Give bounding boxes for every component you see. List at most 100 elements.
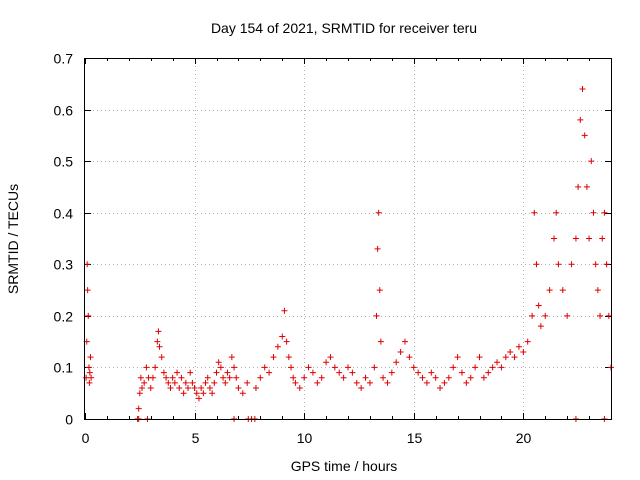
data-point: [564, 312, 571, 319]
data-point: [374, 245, 381, 252]
data-point: [450, 364, 457, 371]
data-point: [546, 287, 553, 294]
data-point: [314, 379, 321, 386]
data-point: [588, 158, 595, 165]
data-point: [467, 374, 474, 381]
data-point: [480, 374, 487, 381]
data-point: [149, 374, 156, 381]
data-point: [285, 354, 292, 361]
data-point: [143, 364, 150, 371]
data-point: [154, 338, 161, 345]
y-tick-label: 0.6: [54, 103, 74, 119]
data-point: [432, 374, 439, 381]
data-point: [362, 374, 369, 381]
data-point: [524, 338, 531, 345]
data-point: [583, 183, 590, 190]
data-point: [406, 354, 413, 361]
data-point: [266, 369, 273, 376]
data-point: [147, 385, 154, 392]
data-point: [592, 261, 599, 268]
y-tick-label: 0.2: [54, 309, 74, 325]
data-point: [305, 364, 312, 371]
data-point: [520, 348, 527, 355]
x-tick-label: 20: [516, 430, 532, 446]
data-point: [577, 116, 584, 123]
data-point: [224, 369, 231, 376]
data-point: [178, 374, 185, 381]
data-point: [375, 209, 382, 216]
data-point: [594, 287, 601, 294]
data-point: [498, 364, 505, 371]
data-point: [511, 354, 518, 361]
y-tick-label: 0.4: [54, 206, 74, 222]
data-point: [231, 364, 238, 371]
data-point: [437, 385, 444, 392]
data-point: [507, 348, 514, 355]
data-point: [597, 312, 604, 319]
data-point: [323, 359, 330, 366]
data-point: [489, 364, 496, 371]
chart-title: Day 154 of 2021, SRMTID for receiver ter…: [211, 20, 477, 36]
data-point: [345, 364, 351, 371]
data-point: [393, 359, 400, 366]
data-point: [353, 379, 360, 386]
data-point: [586, 235, 593, 242]
data-point: [160, 369, 167, 376]
data-point: [572, 235, 579, 242]
data-point: [185, 385, 192, 392]
data-point: [233, 374, 240, 381]
data-point: [239, 390, 246, 397]
data-point: [575, 183, 582, 190]
data-point: [371, 364, 378, 371]
data-point: [252, 385, 259, 392]
data-point: [292, 379, 299, 386]
data-point: [603, 261, 610, 268]
data-point: [515, 343, 522, 350]
data-point: [441, 379, 448, 386]
data-point: [376, 287, 383, 294]
data-point: [331, 364, 338, 371]
data-point: [327, 354, 334, 361]
data-point: [542, 312, 549, 319]
data-point: [555, 261, 562, 268]
x-tick-label: 10: [297, 430, 313, 446]
x-tick-label: 5: [192, 430, 200, 446]
data-points: [83, 85, 614, 422]
data-point: [200, 390, 207, 397]
data-point: [458, 369, 465, 376]
y-tick-label: 0.3: [54, 257, 74, 273]
data-point: [281, 307, 288, 314]
data-point: [86, 379, 93, 386]
data-point: [87, 354, 94, 361]
data-point: [228, 354, 235, 361]
data-point: [174, 369, 181, 376]
data-point: [222, 379, 229, 386]
data-point: [217, 364, 224, 371]
data-point: [537, 323, 544, 330]
data-point: [579, 85, 586, 92]
y-tick-label: 0: [65, 412, 73, 428]
data-point: [206, 385, 213, 392]
data-point: [533, 261, 540, 268]
data-point: [340, 374, 347, 381]
data-point: [494, 359, 501, 366]
data-point: [428, 369, 435, 376]
data-point: [226, 374, 233, 381]
data-point: [135, 405, 142, 412]
data-point: [529, 312, 536, 319]
data-point: [336, 369, 343, 376]
x-tick-label: 0: [82, 430, 90, 446]
data-point: [169, 374, 176, 381]
x-axis-label: GPS time / hours: [291, 458, 398, 474]
data-point: [502, 354, 509, 361]
data-point: [220, 374, 227, 381]
data-point: [531, 209, 538, 216]
data-point: [358, 385, 365, 392]
data-point: [211, 379, 218, 386]
data-point: [204, 374, 211, 381]
data-point: [189, 379, 196, 386]
data-point: [283, 338, 290, 345]
data-point: [88, 374, 95, 381]
data-point: [605, 312, 612, 319]
